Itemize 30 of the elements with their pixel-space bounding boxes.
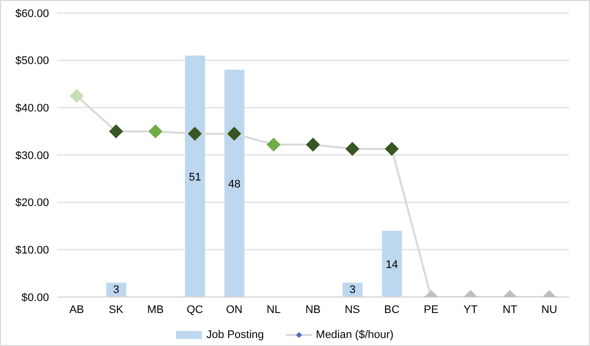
bar [185, 56, 205, 297]
x-tick-label: QC [186, 304, 204, 316]
x-tick-label: NL [266, 304, 281, 316]
x-tick-label: PE [424, 304, 438, 316]
y-tick-label: $60.00 [15, 8, 49, 20]
x-tick-label: MB [147, 304, 164, 316]
data-label: 48 [228, 178, 241, 190]
x-tick-label: YT [464, 304, 478, 316]
y-tick-label: $10.00 [15, 244, 49, 257]
x-tick-label: NB [305, 304, 321, 316]
data-label: 14 [386, 258, 398, 271]
x-tick-label: BC [384, 304, 400, 316]
y-tick-label: $40.00 [15, 102, 49, 115]
y-tick-label: $30.00 [15, 150, 49, 162]
data-label: 3 [349, 284, 356, 296]
bar [382, 230, 402, 297]
x-tick-label: NS [344, 304, 360, 316]
y-tick-label: $50.00 [15, 55, 49, 68]
bar [224, 70, 244, 297]
data-label: 51 [188, 171, 202, 184]
legend-label: Job Posting [205, 329, 264, 341]
legend-label: Median ($/hour) [314, 329, 394, 341]
y-tick-label: $20.00 [15, 197, 49, 210]
data-label: 3 [113, 284, 120, 296]
x-tick-label: SK [108, 304, 124, 316]
y-tick-label: $0.00 [21, 292, 49, 304]
x-tick-label: ON [226, 304, 243, 316]
x-tick-label: NU [541, 304, 558, 316]
x-tick-label: NT [502, 304, 518, 316]
x-tick-label: AB [69, 304, 84, 316]
